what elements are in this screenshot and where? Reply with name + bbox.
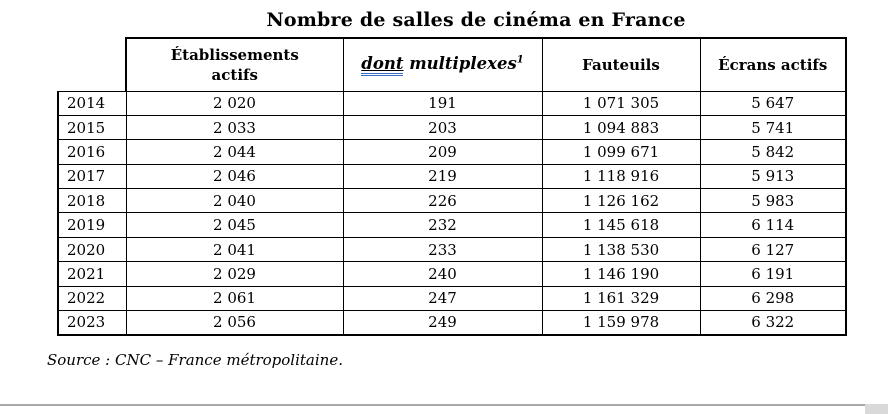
fauteuils-cell: 1 094 883 — [541, 114, 701, 141]
year-cell: 2018 — [57, 188, 127, 214]
multiplexes-cell: 226 — [342, 188, 543, 214]
multiplexes-cell: 249 — [342, 310, 543, 336]
ecrans-cell: 6 191 — [699, 261, 847, 287]
header-fauteuils: Fauteuils — [541, 37, 701, 92]
multiplexes-cell: 219 — [342, 163, 543, 190]
fauteuils-cell: 1 138 530 — [541, 236, 701, 263]
etablissements-cell: 2 033 — [125, 114, 344, 141]
etablissements-cell: 2 061 — [125, 285, 344, 312]
fauteuils-cell: 1 161 329 — [541, 285, 701, 312]
etablissements-cell: 2 056 — [125, 310, 344, 336]
etablissements-cell: 2 029 — [125, 261, 344, 287]
etablissements-cell: 2 040 — [125, 188, 344, 214]
ecrans-cell: 6 127 — [699, 236, 847, 263]
ecrans-cell: 6 114 — [699, 212, 847, 238]
table-row: 2020 2 041 233 1 138 530 6 127 — [57, 236, 847, 263]
year-cell: 2019 — [57, 212, 127, 238]
table-row: 2017 2 046 219 1 118 916 5 913 — [57, 163, 847, 190]
footnote-marker: 1 — [516, 54, 524, 66]
fauteuils-cell: 1 126 162 — [541, 188, 701, 214]
multiplexes-cell: 232 — [342, 212, 543, 238]
header-corner-empty — [58, 38, 126, 91]
grammar-underlined-word: dont — [361, 55, 404, 77]
multiplexes-cell: 191 — [342, 90, 543, 116]
viewport-bottom-edge — [0, 404, 888, 406]
fauteuils-cell: 1 159 978 — [541, 310, 701, 336]
fauteuils-cell: 1 145 618 — [541, 212, 701, 238]
year-cell: 2016 — [57, 139, 127, 165]
fauteuils-cell: 1 071 305 — [541, 90, 701, 116]
ecrans-cell: 6 298 — [699, 285, 847, 312]
multiplexes-cell: 203 — [342, 114, 543, 141]
year-cell: 2022 — [57, 285, 127, 312]
year-cell: 2023 — [57, 310, 127, 336]
header-dont-multiplexes: dont multiplexes1 — [342, 37, 543, 92]
fauteuils-cell: 1 118 916 — [541, 163, 701, 190]
table-row: 2021 2 029 240 1 146 190 6 191 — [57, 261, 847, 287]
table-row: 2022 2 061 247 1 161 329 6 298 — [57, 285, 847, 312]
document-title: Nombre de salles de cinéma en France — [266, 9, 686, 31]
ecrans-cell: 5 842 — [699, 139, 847, 165]
table-row: 2023 2 056 249 1 159 978 6 322 — [57, 310, 847, 336]
table-row: 2015 2 033 203 1 094 883 5 741 — [57, 114, 847, 141]
multiplexes-cell: 233 — [342, 236, 543, 263]
header-etablissements-actifs: Établissements actifs — [125, 37, 344, 92]
etablissements-cell: 2 041 — [125, 236, 344, 263]
etablissements-cell: 2 045 — [125, 212, 344, 238]
ecrans-cell: 6 322 — [699, 310, 847, 336]
table-row: 2018 2 040 226 1 126 162 5 983 — [57, 188, 847, 214]
year-cell: 2015 — [57, 114, 127, 141]
header-ecrans-actifs: Écrans actifs — [699, 37, 847, 92]
scrollbar-corner — [865, 404, 888, 414]
ecrans-cell: 5 647 — [699, 90, 847, 116]
multiplexes-cell: 247 — [342, 285, 543, 312]
header-multiplexes-rest: multiplexes — [403, 54, 517, 74]
ecrans-cell: 5 913 — [699, 163, 847, 190]
etablissements-cell: 2 044 — [125, 139, 344, 165]
fauteuils-cell: 1 146 190 — [541, 261, 701, 287]
ecrans-cell: 5 741 — [699, 114, 847, 141]
fauteuils-cell: 1 099 671 — [541, 139, 701, 165]
table-row: 2014 2 020 191 1 071 305 5 647 — [57, 90, 847, 116]
multiplexes-cell: 209 — [342, 139, 543, 165]
year-cell: 2021 — [57, 261, 127, 287]
ecrans-cell: 5 983 — [699, 188, 847, 214]
year-cell: 2014 — [57, 90, 127, 116]
etablissements-cell: 2 046 — [125, 163, 344, 190]
cinema-stats-table: Établissements actifs dont multiplexes 1 … — [57, 37, 847, 336]
table-header-row: Établissements actifs dont multiplexes1 … — [58, 37, 847, 92]
table-body: 2014 2 020 191 1 071 305 5 647 2015 2 03… — [57, 90, 847, 336]
year-cell: 2020 — [57, 236, 127, 263]
year-cell: 2017 — [57, 163, 127, 190]
multiplexes-cell: 240 — [342, 261, 543, 287]
etablissements-cell: 2 020 — [125, 90, 344, 116]
table-row: 2019 2 045 232 1 145 618 6 114 — [57, 212, 847, 238]
source-note: Source : CNC – France métropolitaine. — [47, 351, 343, 369]
table-row: 2016 2 044 209 1 099 671 5 842 — [57, 139, 847, 165]
